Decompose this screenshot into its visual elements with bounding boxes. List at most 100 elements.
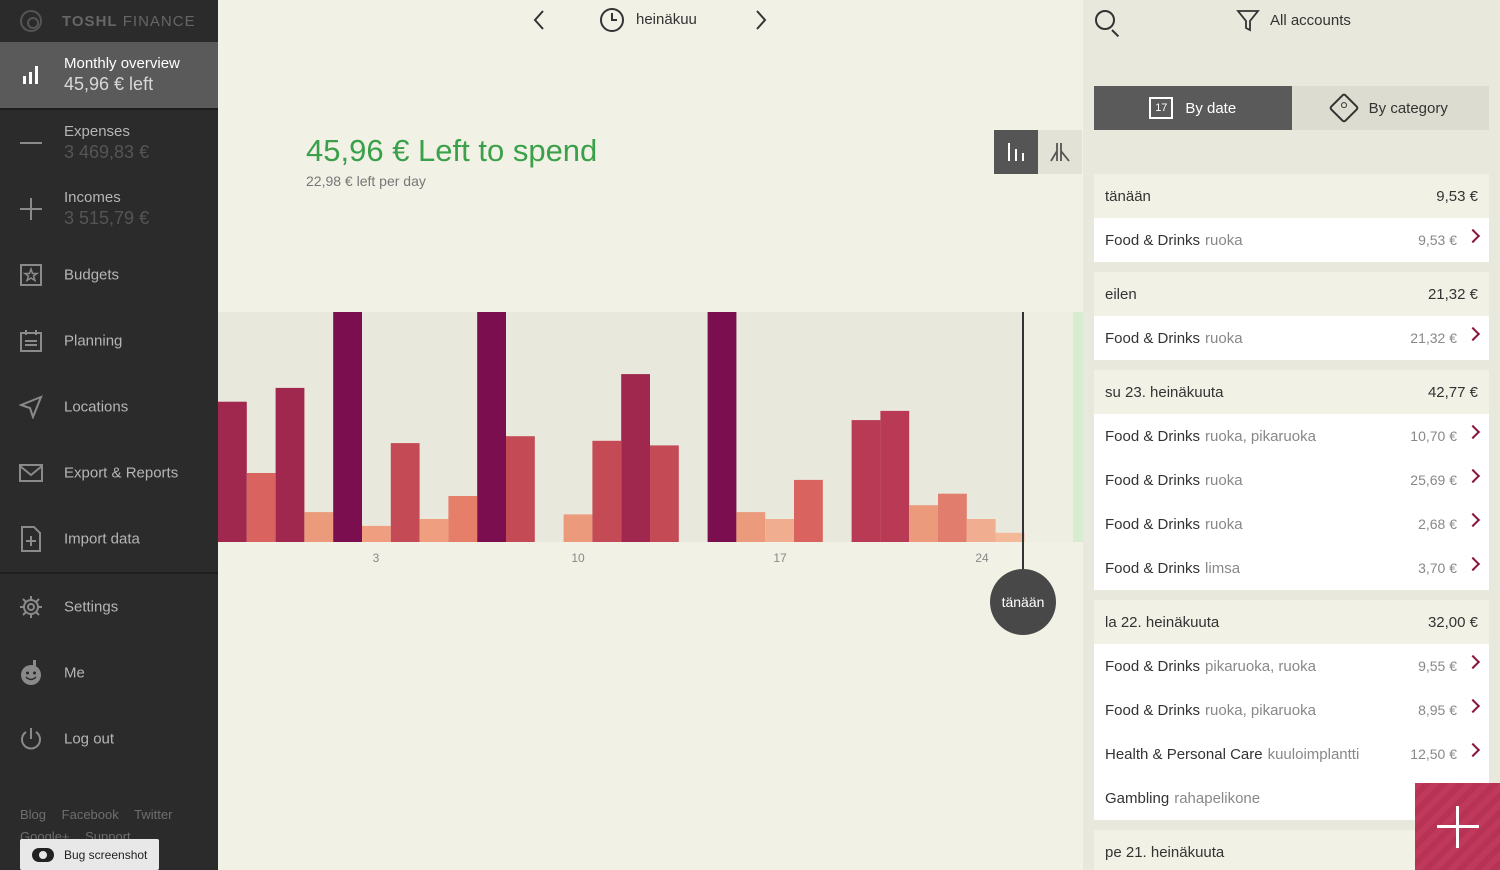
minus-icon [18,130,44,156]
transaction-feed: tänään 9,53 € Food & Drinks ruoka 9,53 € eile… [1094,174,1489,870]
tab-label: By category [1368,99,1448,117]
chart-bar[interactable] [506,436,535,542]
chart-bar[interactable] [333,312,362,542]
nav-label: Incomes [64,189,121,206]
entry-amount: 3,70 € [1418,560,1457,576]
transaction-row[interactable]: Food & Drinks ruoka, pikaruoka 8,95 € [1094,688,1489,732]
group-total: 42,77 € [1427,383,1478,401]
entry-category: Food & Drinks [1105,231,1201,249]
nav-label: Export & Reports [64,464,179,482]
tab-by-category[interactable]: By category [1291,86,1489,130]
chart-bar[interactable] [218,401,247,542]
chart-bar[interactable] [909,505,938,542]
gear-icon [18,594,44,620]
chart-bar[interactable] [419,519,449,542]
transaction-row[interactable]: Food & Drinks ruoka 2,68 € [1094,502,1489,546]
group-total: 9,53 € [1436,187,1478,205]
bar-chart-icon [1008,143,1024,161]
nav-label: Budgets [64,266,120,284]
nav-label: Import data [64,530,140,548]
transaction-row[interactable]: Food & Drinks ruoka 25,69 € [1094,458,1489,502]
transaction-row[interactable]: Food & Drinks pikaruoka, ruoka 9,55 € [1094,644,1489,688]
chart-bar[interactable] [477,312,506,542]
sidebar-item-budgets[interactable]: Budgets [0,242,218,308]
brand[interactable]: TOSHL FINANCE [0,0,218,42]
bar-chart-icon [18,62,44,88]
sidebar-item-settings[interactable]: Settings [0,574,218,640]
sidebar-item-planning[interactable]: Planning [0,308,218,374]
group-date: eilen [1105,285,1137,303]
bug-screenshot-button[interactable]: Bug screenshot [20,839,159,870]
chart-bar[interactable] [765,519,794,542]
search-icon[interactable] [1095,10,1115,30]
chart-bar[interactable] [304,512,334,542]
clock-icon[interactable] [600,8,624,32]
chart-bar[interactable] [621,374,650,542]
bar-view-button[interactable] [994,130,1038,174]
sidebar-item-locations[interactable]: Locations [0,374,218,440]
entry-category: Food & Drinks [1105,701,1201,719]
footer-link-blog[interactable]: Blog [20,807,47,822]
prev-month-button[interactable] [528,8,552,32]
chart-bar[interactable] [707,312,737,542]
entry-category: Food & Drinks [1105,329,1201,347]
group-date: tänään [1105,187,1151,205]
entry-amount: 9,55 € [1418,658,1457,674]
chart-bar[interactable] [448,496,478,542]
transaction-row[interactable]: Food & Drinks ruoka 21,32 € [1094,316,1489,360]
chart-bar[interactable] [995,532,1025,542]
nav-label: Monthly overview [64,55,180,72]
chevron-right-icon [1465,424,1481,440]
today-bubble[interactable]: tänään [990,569,1056,635]
entry-category: Food & Drinks [1105,427,1201,445]
chart-bar[interactable] [246,473,276,542]
chart-bar[interactable] [275,387,305,542]
chevron-right-icon [1465,742,1481,758]
month-label[interactable]: heinäkuu [636,11,697,28]
sidebar-item-log-out[interactable]: Log out [0,706,218,772]
chevron-left-icon [533,10,544,30]
tab-label: By date [1185,99,1237,117]
chevron-right-icon [1465,698,1481,714]
transaction-row[interactable]: Food & Drinks ruoka 9,53 € [1094,218,1489,262]
chart-bar[interactable] [938,493,967,542]
sidebar-item-export-reports[interactable]: Export & Reports [0,440,218,506]
left-to-spend-headline: 45,96 € Left to spend [306,133,598,168]
chart-bar[interactable] [563,514,593,542]
add-entry-button[interactable] [1415,783,1500,870]
today-marker-line [1022,312,1024,570]
budget-icon [18,262,44,288]
chart-bar[interactable] [880,410,910,542]
next-month-button[interactable] [748,8,772,32]
entry-amount: 25,69 € [1410,472,1457,488]
sidebar-item-expenses[interactable]: Expenses 3 469,83 € [0,110,218,176]
sidebar-item-incomes[interactable]: Incomes 3 515,79 € [0,176,218,242]
chart-view-toggle [994,130,1083,174]
chart-bar[interactable] [390,443,420,542]
transaction-row[interactable]: Food & Drinks ruoka, pikaruoka 10,70 € [1094,414,1489,458]
footer-link-facebook[interactable]: Facebook [61,807,119,822]
line-view-button[interactable] [1038,130,1082,174]
chart-bar[interactable] [592,440,622,542]
transaction-row[interactable]: Health & Personal Care kuuloimplantti 12,5… [1094,732,1489,776]
account-filter[interactable]: All accounts [1236,8,1351,32]
chart-bar[interactable] [966,519,996,542]
x-tick-label: 10 [571,551,585,565]
footer-link-twitter[interactable]: Twitter [134,807,173,822]
transaction-row[interactable]: Food & Drinks limsa 3,70 € [1094,546,1489,590]
entry-tags: ruoka [1205,471,1243,489]
tab-by-date[interactable]: 17 By date [1094,86,1292,130]
chart-bar[interactable] [650,445,679,542]
split-chart-icon [1050,143,1070,162]
sidebar-item-monthly-overview[interactable]: Monthly overview 45,96 € left [0,42,218,108]
chart-bar[interactable] [736,512,766,542]
chart-bar[interactable] [851,420,881,542]
chart-bar[interactable] [794,479,823,542]
chart-bar[interactable] [362,525,391,542]
sidebar-item-me[interactable]: Me [0,640,218,706]
sidebar-item-import-data[interactable]: Import data [0,506,218,572]
bug-screenshot-label: Bug screenshot [64,847,148,862]
bar-group [218,312,1025,542]
nav-label: Me [64,664,85,682]
transactions-panel: All accounts 17 By date By category tänä… [1083,0,1500,870]
